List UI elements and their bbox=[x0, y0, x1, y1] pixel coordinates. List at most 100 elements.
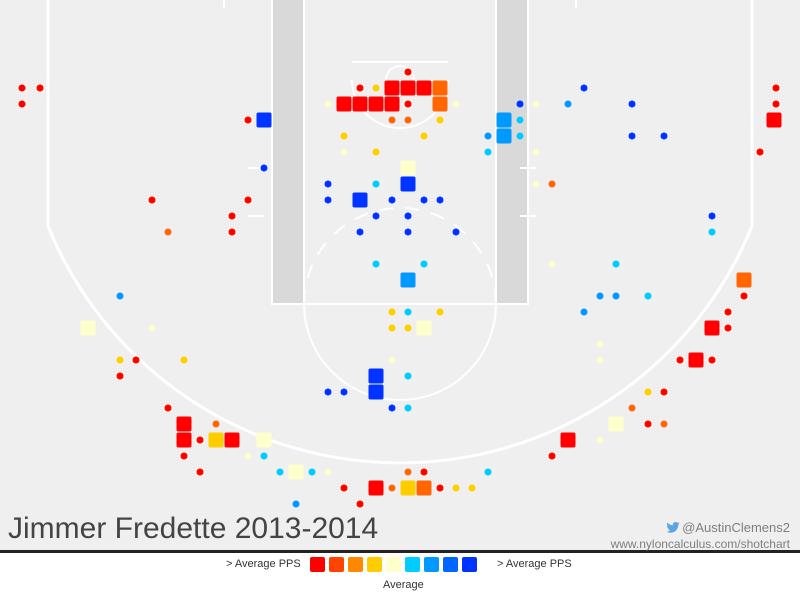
shot-marker bbox=[340, 484, 348, 492]
legend-swatch bbox=[424, 557, 439, 572]
shot-marker bbox=[340, 148, 348, 156]
shot-marker bbox=[596, 340, 604, 348]
shot-marker bbox=[372, 212, 380, 220]
shot-marker bbox=[484, 132, 492, 140]
legend-swatch bbox=[443, 557, 458, 572]
shot-marker bbox=[404, 468, 412, 476]
shot-marker bbox=[400, 176, 416, 192]
shot-marker bbox=[336, 96, 352, 112]
shot-marker bbox=[368, 368, 384, 384]
site-credit[interactable]: www.nyloncalculus.com/shotchart bbox=[610, 537, 790, 551]
shot-marker bbox=[276, 468, 284, 476]
legend-middle-label: Average bbox=[383, 579, 424, 591]
shot-marker bbox=[708, 356, 716, 364]
shot-marker bbox=[196, 468, 204, 476]
shot-marker bbox=[404, 372, 412, 380]
shot-marker bbox=[596, 436, 604, 444]
shot-marker bbox=[260, 164, 268, 172]
legend-swatch bbox=[329, 557, 344, 572]
shot-marker bbox=[416, 480, 432, 496]
shot-marker bbox=[372, 148, 380, 156]
shot-marker bbox=[420, 132, 428, 140]
shot-marker bbox=[132, 356, 140, 364]
shot-marker bbox=[368, 96, 384, 112]
shot-marker bbox=[532, 100, 540, 108]
shot-marker bbox=[18, 100, 26, 108]
twitter-bird-icon bbox=[666, 522, 680, 533]
shot-marker bbox=[116, 372, 124, 380]
shot-marker bbox=[660, 388, 668, 396]
shot-marker bbox=[484, 148, 492, 156]
shot-marker bbox=[372, 180, 380, 188]
shot-marker bbox=[532, 180, 540, 188]
shot-marker bbox=[244, 116, 252, 124]
shot-marker bbox=[324, 388, 332, 396]
shot-marker bbox=[164, 404, 172, 412]
free-throw-arc-bottom bbox=[303, 303, 497, 401]
shot-marker bbox=[388, 116, 396, 124]
legend-swatch bbox=[310, 557, 325, 572]
shot-marker bbox=[404, 308, 412, 316]
shot-marker bbox=[436, 196, 444, 204]
legend-swatch bbox=[462, 557, 477, 572]
shot-marker bbox=[388, 404, 396, 412]
shot-marker bbox=[404, 68, 412, 76]
shot-marker bbox=[324, 468, 332, 476]
shot-marker bbox=[388, 308, 396, 316]
shot-marker bbox=[724, 308, 732, 316]
shot-marker bbox=[372, 260, 380, 268]
shot-marker bbox=[416, 80, 432, 96]
shot-marker bbox=[484, 468, 492, 476]
shot-marker bbox=[356, 228, 364, 236]
court-lines bbox=[0, 0, 800, 552]
shot-marker bbox=[384, 96, 400, 112]
shot-marker bbox=[436, 308, 444, 316]
twitter-handle: @AustinClemens2 bbox=[682, 520, 790, 535]
shot-marker bbox=[756, 148, 764, 156]
legend-swatch bbox=[405, 557, 420, 572]
shots-layer bbox=[18, 68, 782, 508]
shot-marker bbox=[468, 484, 476, 492]
shot-marker bbox=[548, 180, 556, 188]
shot-marker bbox=[384, 80, 400, 96]
shot-marker bbox=[340, 388, 348, 396]
shot-marker bbox=[388, 484, 396, 492]
shot-marker bbox=[180, 452, 188, 460]
twitter-credit[interactable]: @AustinClemens2 bbox=[666, 520, 790, 535]
shot-marker bbox=[628, 132, 636, 140]
shot-marker bbox=[724, 324, 732, 332]
shot-marker bbox=[176, 432, 192, 448]
court bbox=[0, 0, 800, 552]
shot-marker bbox=[452, 228, 460, 236]
shot-marker bbox=[212, 420, 220, 428]
shot-marker bbox=[36, 84, 44, 92]
shot-marker bbox=[176, 416, 192, 432]
hoop bbox=[385, 65, 415, 95]
shot-marker bbox=[772, 100, 780, 108]
legend-right-label: > Average PPS bbox=[497, 558, 572, 570]
shot-marker bbox=[404, 404, 412, 412]
shot-marker bbox=[548, 452, 556, 460]
shot-marker bbox=[148, 196, 156, 204]
shot-marker bbox=[372, 84, 380, 92]
legend-swatch bbox=[386, 557, 401, 572]
shot-marker bbox=[596, 356, 604, 364]
shot-marker bbox=[612, 292, 620, 300]
shot-marker bbox=[516, 132, 524, 140]
shot-marker bbox=[256, 432, 272, 448]
shot-marker bbox=[660, 420, 668, 428]
shot-marker bbox=[688, 352, 704, 368]
shot-marker bbox=[288, 464, 304, 480]
shot-marker bbox=[356, 84, 364, 92]
shot-marker bbox=[324, 100, 332, 108]
shot-marker bbox=[496, 128, 512, 144]
shot-marker bbox=[772, 84, 780, 92]
shot-marker bbox=[148, 324, 156, 332]
shot-marker bbox=[404, 228, 412, 236]
legend-swatches bbox=[310, 557, 477, 573]
shot-marker bbox=[564, 100, 572, 108]
lane-outline bbox=[271, 0, 529, 305]
shot-marker bbox=[420, 196, 428, 204]
shot-marker bbox=[116, 292, 124, 300]
